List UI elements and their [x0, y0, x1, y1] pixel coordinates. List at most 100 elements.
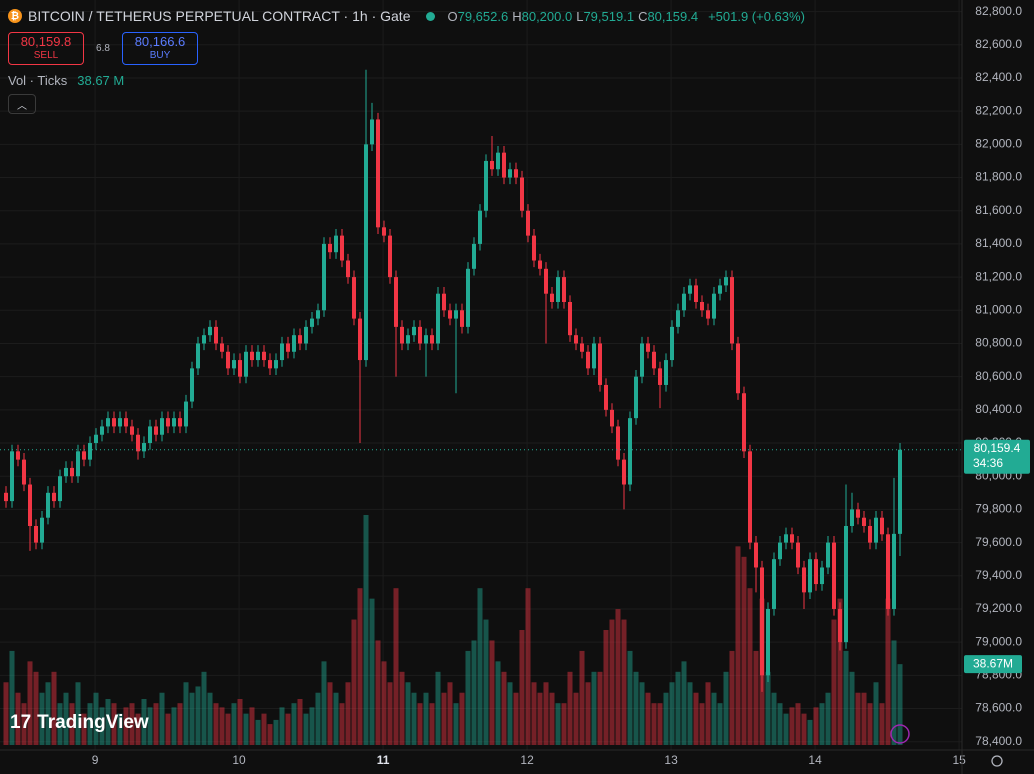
candle-body	[262, 351, 266, 361]
y-tick-label: 80,800.0	[975, 336, 1022, 350]
volume-bar	[39, 692, 45, 745]
candle-body	[334, 235, 338, 253]
candle-body	[118, 418, 122, 427]
volume-bar	[333, 692, 339, 745]
volume-bar	[351, 619, 357, 745]
logo: 17 TradingView	[10, 712, 149, 734]
volume-bar	[747, 588, 753, 745]
volume-bar	[753, 650, 759, 745]
price-tag	[964, 439, 1030, 474]
candle-body	[610, 409, 614, 427]
candle-body	[250, 351, 254, 361]
volume-bar	[15, 692, 21, 745]
candle-body	[340, 235, 344, 261]
candle-body	[796, 542, 800, 568]
volume-bar	[399, 671, 405, 745]
collapse-button[interactable]: ︿	[8, 94, 36, 114]
y-tick-label: 82,000.0	[975, 137, 1022, 151]
candle-body	[856, 509, 860, 518]
volume-bar	[69, 703, 75, 745]
volume-bar	[597, 671, 603, 745]
candle-body	[136, 434, 140, 452]
volume-bar	[675, 671, 681, 745]
candle-body	[478, 210, 482, 244]
candle-body	[442, 293, 446, 311]
candle-body	[202, 335, 206, 344]
candle-body	[100, 426, 104, 435]
candle-body	[238, 360, 242, 377]
candle-body	[502, 152, 506, 178]
volume-bar	[123, 707, 129, 745]
candle-body	[802, 567, 806, 593]
spread: 6.8	[96, 43, 110, 54]
volume-bar	[777, 703, 783, 745]
candle-body	[562, 277, 566, 302]
candle-body	[286, 343, 290, 352]
candle-body	[28, 484, 32, 526]
volume-bar	[291, 703, 297, 745]
volume-bar	[801, 713, 807, 745]
ohlc-value: 80,200.0	[521, 9, 573, 24]
candle-body	[760, 567, 764, 676]
candle-body	[688, 285, 692, 294]
symbol-title[interactable]: BITCOIN / TETHERUS PERPETUAL CONTRACT · …	[28, 8, 411, 24]
candle-body	[670, 326, 674, 361]
candle-body	[112, 418, 116, 427]
volume-bar	[171, 707, 177, 745]
candle-body	[394, 277, 398, 327]
volume-bar	[21, 703, 27, 745]
indicator-name[interactable]: Vol · Ticks	[8, 73, 68, 88]
ohlc-key: C	[638, 9, 648, 24]
volume-bar	[117, 713, 123, 745]
candle-body	[616, 426, 620, 460]
candle-body	[460, 310, 464, 327]
candle-body	[316, 310, 320, 319]
volume-bar	[507, 682, 513, 745]
candle-body	[166, 418, 170, 427]
candle-body	[448, 310, 452, 319]
candle-body	[814, 559, 818, 585]
candle-body	[88, 443, 92, 460]
candle-body	[496, 152, 500, 170]
logo-text: TradingView	[37, 712, 149, 733]
candle-body	[694, 285, 698, 302]
volume-bar	[645, 692, 651, 745]
candle-body	[226, 351, 230, 369]
y-tick-label: 81,400.0	[975, 236, 1022, 250]
candle-body	[214, 326, 218, 344]
candle-body	[64, 467, 68, 477]
logo-mark: 17	[10, 712, 32, 733]
volume-bar	[585, 682, 591, 745]
candle-body	[850, 509, 854, 526]
status-dot	[426, 11, 436, 21]
buy-label: BUY	[149, 49, 171, 61]
candle-body	[10, 451, 14, 502]
candle-body	[130, 426, 134, 435]
candle-body	[772, 559, 776, 609]
candle-body	[682, 293, 686, 311]
candle-body	[172, 418, 176, 427]
candle-body	[358, 318, 362, 361]
volume-bar	[513, 692, 519, 745]
y-tick-label: 80,400.0	[975, 402, 1022, 416]
volume-bar	[27, 661, 33, 745]
volume-bar	[591, 671, 597, 745]
buy-button[interactable]: 80,166.6 BUY	[122, 32, 198, 65]
volume-bar	[3, 682, 9, 745]
candle-body	[664, 360, 668, 385]
volume-bar	[633, 671, 639, 745]
volume-bar	[165, 713, 171, 745]
candle-body	[328, 243, 332, 253]
volume-bar	[177, 703, 183, 745]
volume-bar	[651, 703, 657, 745]
candle-body	[622, 459, 626, 485]
sell-button[interactable]: 80,159.8 SELL	[8, 32, 84, 65]
volume-bar	[561, 703, 567, 745]
volume-bar	[879, 703, 885, 745]
volume-bar	[33, 671, 39, 745]
candle-body	[22, 459, 26, 485]
volume-bar	[495, 661, 501, 745]
volume-bar	[519, 630, 525, 745]
candle-body	[790, 534, 794, 543]
